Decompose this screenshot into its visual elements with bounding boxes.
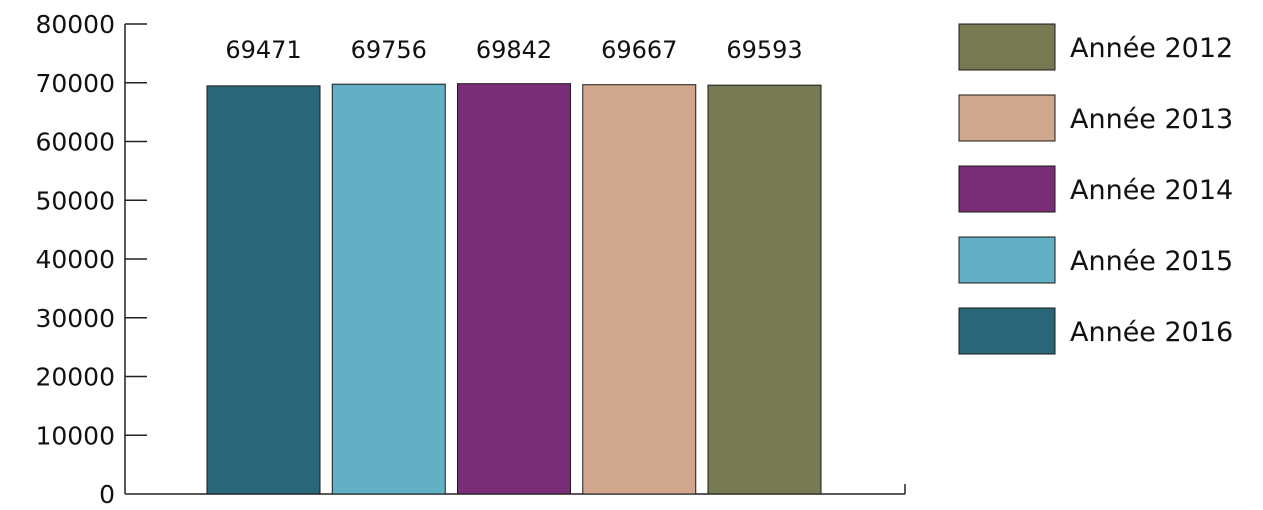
bar: [582, 84, 697, 495]
legend-label: Année 2013: [1070, 104, 1233, 135]
data-label: 69471: [225, 36, 301, 64]
bars: [206, 83, 822, 495]
bar: [331, 83, 446, 495]
bar: [457, 83, 571, 495]
legend-label: Année 2014: [1070, 175, 1233, 206]
y-tick-label: 40000: [35, 245, 115, 274]
data-labels: 69471 69756 69842 69667 69593: [225, 36, 802, 64]
legend-swatch: [958, 307, 1056, 355]
data-label: 69593: [726, 36, 802, 64]
y-tick-label: 0: [99, 480, 115, 509]
y-tick-label: 30000: [35, 304, 115, 333]
y-tick-label: 10000: [35, 421, 115, 450]
bar: [707, 84, 822, 495]
legend-label: Année 2012: [1070, 33, 1233, 64]
y-tick-label: 60000: [35, 128, 115, 157]
y-tick-label: 80000: [35, 10, 115, 39]
y-tick-label: 50000: [35, 186, 115, 215]
y-tick-label: 70000: [35, 69, 115, 98]
legend-swatch: [958, 236, 1056, 284]
legend-label: Année 2016: [1070, 317, 1233, 348]
legend-label: Année 2015: [1070, 246, 1233, 277]
y-tick-label: 20000: [35, 363, 115, 392]
data-label: 69842: [476, 36, 552, 64]
legend-swatch: [958, 94, 1056, 142]
data-label: 69667: [601, 36, 677, 64]
data-label: 69756: [351, 36, 427, 64]
bar: [206, 85, 321, 495]
legend-swatch: [958, 165, 1056, 213]
axes: 0 10000 20000 30000 40000 50000 60000 70000 8000…: [35, 10, 906, 509]
legend: Année 2012 Année 2013 Année 2014 Année 2015…: [958, 23, 1233, 355]
legend-swatch: [958, 23, 1056, 71]
